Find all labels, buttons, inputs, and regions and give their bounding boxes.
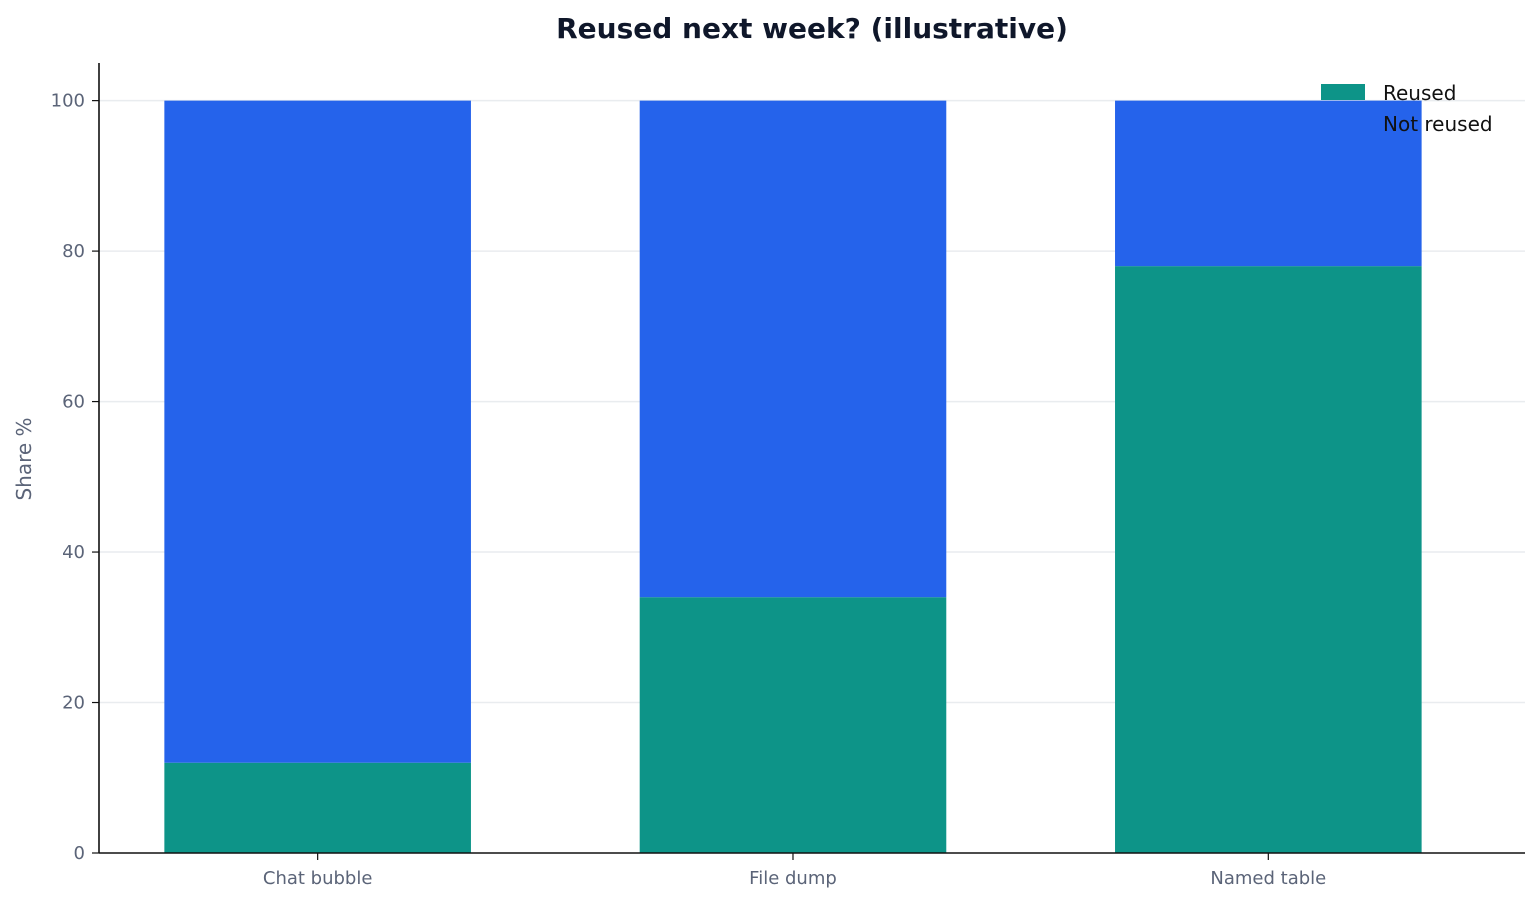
y-tick-label: 60	[62, 392, 85, 413]
x-axis-ticks: Chat bubble File dump Named table	[263, 853, 1326, 889]
y-tick-label: 0	[74, 843, 85, 864]
bar-not-reused	[1115, 100, 1422, 267]
y-tick-label: 20	[62, 693, 85, 714]
x-tick-label: Named table	[1210, 868, 1326, 889]
legend-label: Reused	[1383, 81, 1456, 105]
legend-swatch	[1321, 84, 1365, 100]
x-tick-label: File dump	[749, 868, 837, 889]
bar-reused	[639, 597, 947, 853]
legend: Reused Not reused	[1321, 81, 1493, 136]
legend-label: Not reused	[1383, 112, 1493, 136]
y-tick-label: 100	[51, 91, 85, 112]
legend-swatch	[1321, 115, 1365, 131]
bar-reused	[1115, 266, 1422, 854]
y-axis-ticks: 0 20 40 60 80 100	[51, 91, 99, 864]
bar-reused	[164, 762, 471, 853]
bar-not-reused	[164, 100, 471, 763]
bar-not-reused	[639, 100, 947, 598]
bars	[164, 100, 1422, 854]
y-axis-label: Share %	[12, 417, 36, 500]
x-tick-label: Chat bubble	[263, 868, 373, 889]
y-tick-label: 40	[62, 542, 85, 563]
chart-title: Reused next week? (illustrative)	[556, 12, 1068, 45]
y-tick-label: 80	[62, 241, 85, 262]
